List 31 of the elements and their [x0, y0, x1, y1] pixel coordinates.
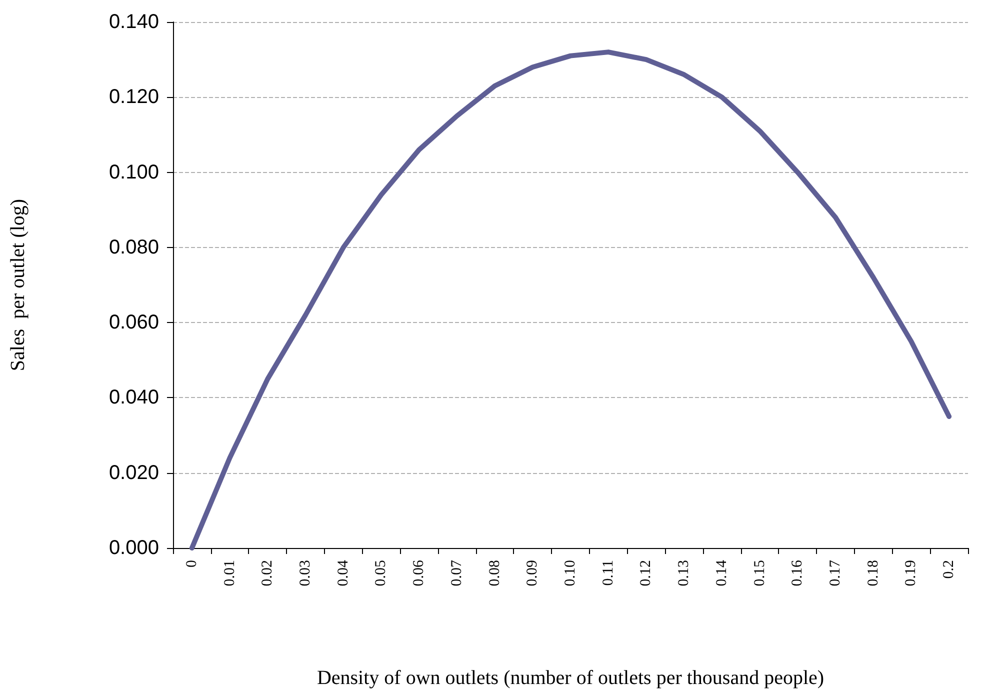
x-tick-label: 0.12 — [638, 560, 654, 586]
y-tick-label: 0.100 — [108, 161, 159, 184]
x-tick-label: 0.13 — [676, 560, 692, 586]
x-tick-label: 0.17 — [828, 560, 844, 586]
x-tick-label: 0.04 — [335, 560, 352, 586]
y-tick-label: 0.140 — [108, 11, 159, 33]
x-tick-label: 0 — [184, 560, 200, 568]
x-tick-label: 0.2 — [941, 560, 958, 579]
x-tick-label: 0.14 — [714, 560, 730, 586]
x-tick-label: 0.11 — [600, 560, 616, 586]
x-tick-label: 0.16 — [790, 560, 806, 586]
x-tick-label: 0.08 — [486, 560, 503, 586]
x-axis-title: Density of own outlets (number of outlets per thousand people) — [316, 667, 824, 689]
y-axis-title: Sales per outlet (log) — [7, 198, 29, 372]
y-tick-label: 0.060 — [108, 312, 159, 334]
x-tick-label: 0.19 — [903, 560, 920, 586]
y-tick-label: 0.080 — [108, 236, 159, 258]
x-tick-label: 0.09 — [524, 560, 541, 586]
x-tick-label: 0.02 — [260, 560, 276, 586]
x-tick-label: 0.06 — [411, 560, 428, 586]
y-tick-label: 0.120 — [108, 86, 159, 108]
y-tick-label: 0.000 — [108, 537, 159, 559]
x-tick-label: 0.01 — [222, 560, 238, 586]
y-tick-label: 0.020 — [108, 462, 159, 484]
x-tick-label: 0.03 — [298, 560, 314, 586]
y-tick-label: 0.040 — [108, 386, 159, 409]
x-tick-label: 0.18 — [865, 560, 882, 586]
x-tick-label: 0.05 — [373, 560, 390, 586]
x-tick-label: 0.15 — [752, 560, 768, 586]
x-tick-label: 0.10 — [562, 560, 578, 586]
x-tick-label: 0.07 — [448, 560, 465, 586]
